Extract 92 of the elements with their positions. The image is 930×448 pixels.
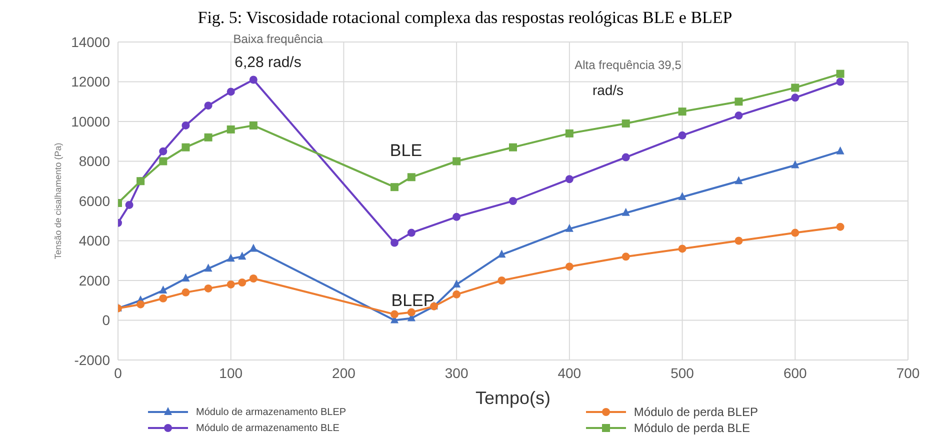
point	[204, 284, 212, 292]
point	[249, 76, 258, 84]
y-tick-label: 2000	[78, 272, 110, 288]
point	[498, 250, 506, 258]
legend-label: Módulo de armazenamento BLE	[196, 422, 340, 434]
point	[509, 197, 517, 205]
y-tick-label: 10000	[71, 113, 110, 130]
point	[182, 121, 190, 130]
point	[734, 176, 743, 184]
point	[204, 264, 212, 272]
legend-label: Módulo de perda BLE	[634, 421, 750, 435]
point	[226, 88, 235, 96]
x-tick-label: 500	[670, 364, 694, 381]
point	[136, 300, 145, 308]
point	[204, 102, 212, 110]
point	[390, 183, 398, 192]
y-tick-label: 8000	[78, 153, 110, 170]
point	[734, 112, 743, 120]
point	[678, 244, 686, 253]
x-tick-label: 700	[896, 364, 920, 381]
point	[498, 276, 506, 284]
point	[182, 143, 190, 152]
point	[622, 208, 630, 216]
point	[226, 254, 235, 262]
x-tick-label: 200	[332, 364, 356, 381]
point	[622, 252, 630, 261]
y-tick-label: 0	[102, 312, 110, 328]
annotation: BLEP	[391, 291, 435, 310]
point	[678, 192, 686, 200]
point	[791, 228, 800, 237]
point	[407, 228, 416, 237]
point	[622, 153, 630, 162]
point	[452, 279, 461, 288]
point	[734, 98, 743, 106]
point	[791, 160, 800, 168]
point	[452, 157, 461, 166]
point	[159, 294, 168, 302]
point	[249, 274, 258, 283]
point	[678, 108, 686, 116]
point	[249, 244, 258, 252]
point	[159, 147, 168, 156]
x-tick-label: 300	[444, 364, 468, 381]
y-axis-title: Tensão de cisalhamento (Pa)	[53, 142, 64, 260]
point	[452, 290, 461, 298]
point	[159, 157, 168, 166]
point	[204, 133, 212, 142]
point	[407, 173, 416, 182]
chart-title: Fig. 5: Viscosidade rotacional complexa das respostas reológicas BLE e BLEP	[196, 8, 734, 28]
y-tick-label: 6000	[78, 192, 110, 209]
point	[452, 212, 461, 221]
point	[836, 78, 844, 86]
x-tick-label: 600	[783, 364, 808, 381]
point	[407, 308, 416, 316]
point	[125, 200, 134, 209]
point	[836, 222, 844, 231]
point	[565, 224, 574, 232]
point	[734, 236, 743, 245]
point	[390, 310, 398, 318]
annotation: Baixa frequência	[233, 32, 323, 46]
y-tick-label: 12000	[71, 74, 110, 90]
y-tick-label: -2000	[74, 352, 110, 368]
x-tick-label: 400	[558, 364, 582, 381]
point	[565, 129, 574, 138]
annotation: rad/s	[592, 82, 624, 98]
point	[238, 252, 246, 260]
point	[836, 70, 844, 78]
point	[159, 285, 168, 294]
x-tick-label: 0	[114, 364, 122, 381]
annotation: BLE	[390, 141, 422, 160]
point	[238, 278, 246, 286]
y-tick-label: 4000	[78, 232, 110, 249]
point	[249, 121, 258, 130]
x-tick-label: 100	[219, 364, 243, 381]
legend-label: Módulo de armazenamento BLEP	[196, 406, 346, 418]
point	[565, 175, 574, 184]
point	[678, 131, 686, 140]
point	[565, 262, 574, 271]
point	[509, 143, 517, 152]
x-axis-title: Tempo(s)	[475, 388, 551, 408]
point	[791, 84, 800, 92]
point	[622, 119, 630, 128]
point	[836, 146, 844, 154]
point	[226, 280, 235, 288]
point	[791, 94, 800, 102]
point	[182, 274, 190, 282]
point	[182, 288, 190, 296]
y-tick-label: 14000	[71, 34, 110, 50]
point	[226, 125, 235, 134]
annotation: 6,28 rad/s	[234, 54, 302, 71]
legend-label: Módulo de perda BLEP	[634, 405, 758, 419]
point	[390, 238, 398, 247]
annotation: Alta frequência 39,5	[574, 58, 682, 72]
